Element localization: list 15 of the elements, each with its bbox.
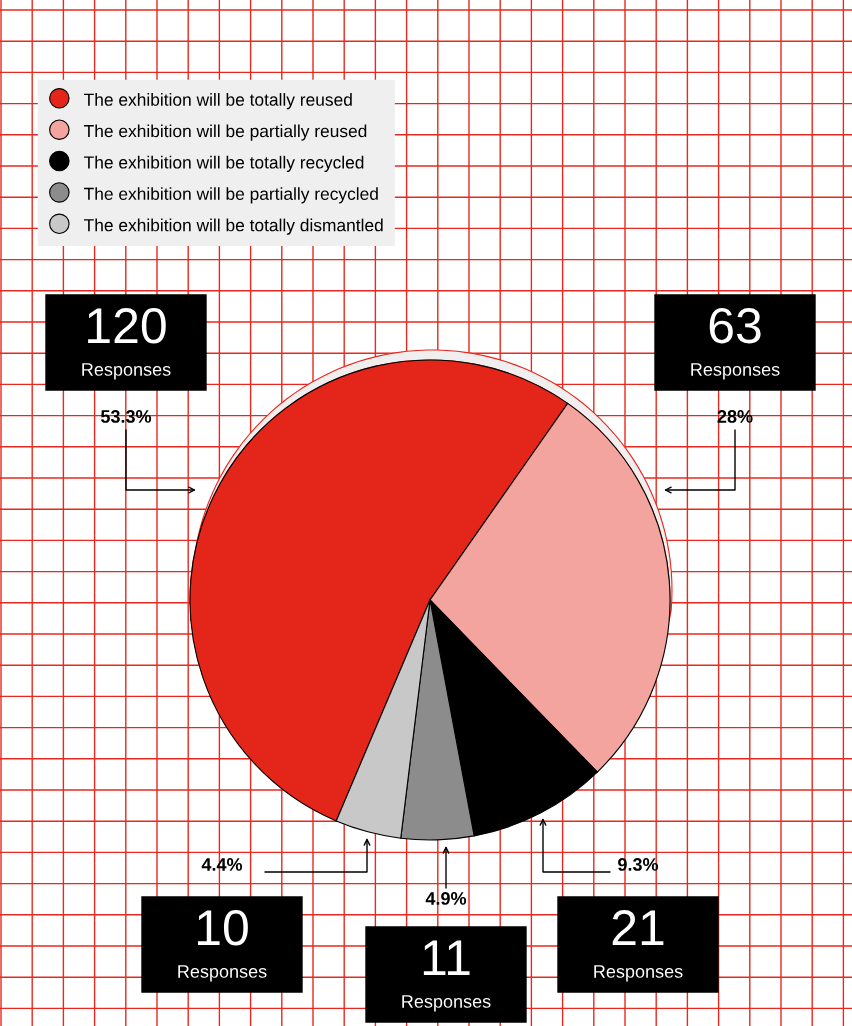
text: Responses <box>691 363 780 380</box>
data-label: 21 <box>612 910 664 945</box>
legend-label: The exhibition will be partially recycled <box>84 187 378 204</box>
data-label: 120 <box>88 308 166 344</box>
text: Responses <box>594 965 683 982</box>
legend-label: The exhibition will be totally dismantled <box>84 218 383 235</box>
data-label: 10 <box>198 910 248 946</box>
text: Responses <box>178 965 267 982</box>
data-label: 11 <box>423 940 470 975</box>
legend-label: The exhibition will be partially reused <box>84 124 367 141</box>
text: Responses <box>82 363 171 380</box>
legend-label: The exhibition will be totally recycled <box>84 155 364 173</box>
legend-label: The exhibition will be totally reused <box>84 93 352 110</box>
text: Responses <box>402 995 491 1012</box>
data-label: 63 <box>709 308 761 344</box>
